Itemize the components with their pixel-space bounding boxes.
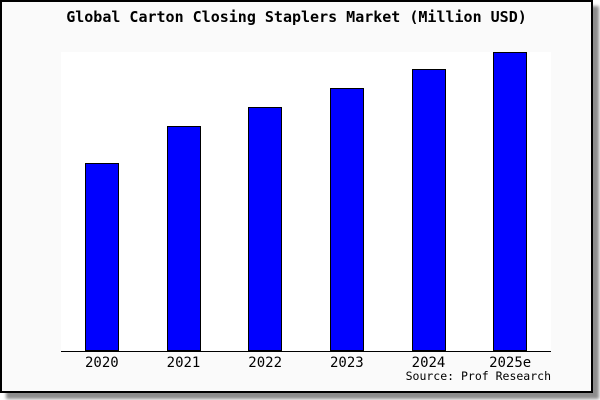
x-tick-2023: 2023: [329, 355, 364, 371]
x-axis-labels: 2020 2021 2022 2023 2024 2025e: [61, 355, 551, 373]
x-tick-2025e: 2025e: [489, 355, 532, 371]
bar-2021: [167, 126, 201, 351]
bar-2020: [85, 163, 119, 351]
bar-2023: [330, 88, 364, 351]
x-tick-2020: 2020: [84, 355, 119, 371]
chart-figure: Global Carton Closing Staplers Market (M…: [0, 0, 593, 393]
bar-2022: [248, 107, 282, 351]
source-credit: Source: Prof Research: [405, 369, 551, 383]
x-tick-2022: 2022: [248, 355, 283, 371]
bar-2025e: [493, 52, 527, 351]
plot-area: [61, 52, 551, 352]
x-tick-2024: 2024: [411, 355, 446, 371]
chart-title: Global Carton Closing Staplers Market (M…: [66, 8, 527, 26]
bar-2024: [412, 69, 446, 351]
x-tick-2021: 2021: [166, 355, 201, 371]
